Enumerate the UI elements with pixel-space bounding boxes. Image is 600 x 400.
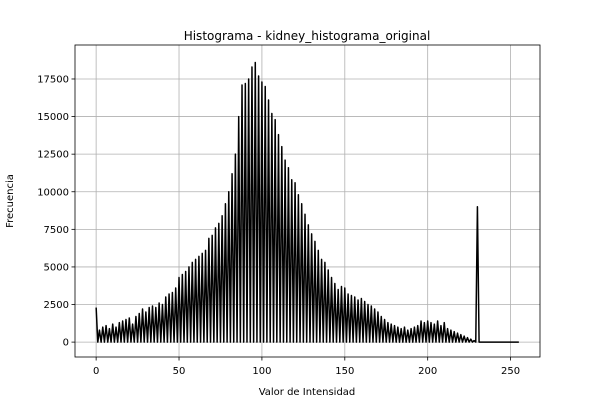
data-line [95, 61, 519, 343]
x-tick-label: 0 [93, 366, 99, 377]
y-tick-label: 17500 [37, 74, 69, 85]
y-tick-label: 5000 [44, 262, 69, 273]
y-tick-label: 7500 [44, 225, 69, 236]
x-tick-label: 150 [335, 366, 354, 377]
x-tick-label: 50 [173, 366, 186, 377]
y-tick-label: 0 [63, 338, 69, 349]
plot-frame [74, 44, 541, 358]
chart-title: Histograma - kidney_histograma_original [184, 29, 431, 43]
x-tick-label: 200 [418, 366, 437, 377]
x-tick-label: 100 [252, 366, 271, 377]
y-tick-label: 12500 [37, 150, 69, 161]
y-tick-label: 10000 [37, 187, 69, 198]
y-axis-label: Frecuencia [5, 174, 16, 228]
y-tick-label: 2500 [44, 300, 69, 311]
x-tick-label: 250 [501, 366, 520, 377]
y-tick-label: 15000 [37, 112, 69, 123]
x-axis-label: Valor de Intensidad [259, 387, 356, 398]
